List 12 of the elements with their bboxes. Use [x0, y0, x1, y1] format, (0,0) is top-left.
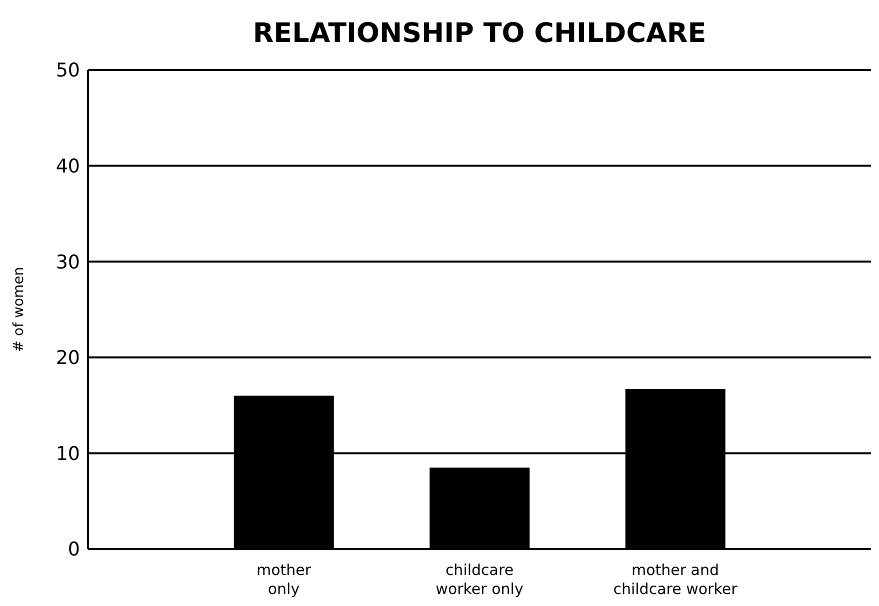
- x-tick-label: childcare worker only: [436, 561, 524, 598]
- y-tick-label: 10: [56, 442, 80, 465]
- y-tick-label: 30: [56, 251, 80, 274]
- y-axis-title: # of women: [10, 266, 27, 352]
- y-tick-label: 40: [56, 156, 80, 178]
- bar: [430, 468, 530, 549]
- x-tick-label: mother and childcare worker: [613, 561, 738, 598]
- y-tick-label: 20: [56, 347, 80, 370]
- x-tick-label: mother only: [256, 561, 312, 598]
- y-tick-label: 0: [68, 538, 80, 561]
- chart-title: RELATIONSHIP TO CHILDCARE: [252, 18, 708, 49]
- y-tick-label: 50: [56, 60, 80, 82]
